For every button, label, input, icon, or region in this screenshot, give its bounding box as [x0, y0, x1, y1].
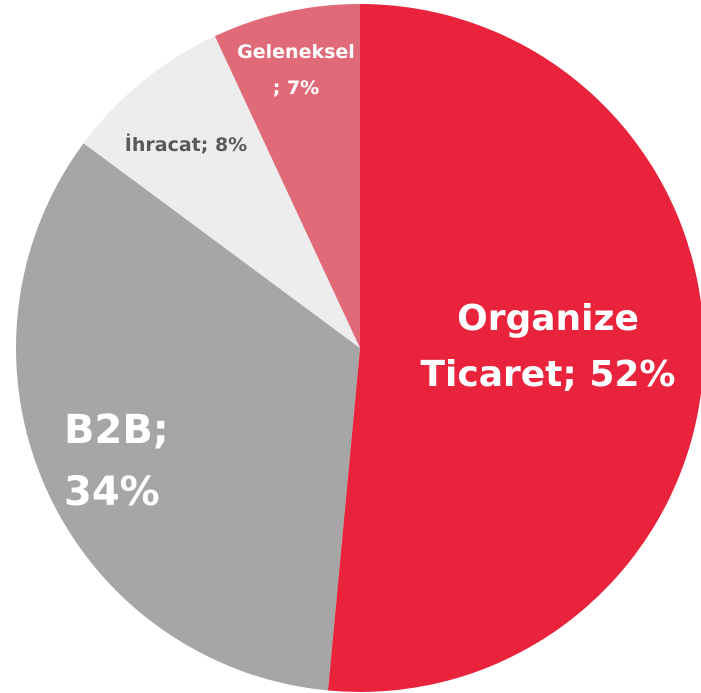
data-label-line: Organize	[457, 298, 639, 339]
pie-slice	[16, 143, 361, 691]
data-label: B2B; 34%	[64, 407, 169, 515]
pie-slice	[327, 4, 701, 692]
pie-slice	[83, 36, 360, 349]
pie-slice	[214, 4, 360, 348]
data-label-line: B2B;	[64, 407, 169, 453]
data-label-line: Geleneksel	[237, 41, 355, 63]
data-label: Organize Ticaret; 52%	[420, 298, 675, 395]
data-label: İhracat; 8%	[125, 132, 247, 156]
data-label-line: İhracat; 8%	[125, 132, 247, 156]
data-label-line: 34%	[64, 469, 160, 515]
data-label: Geleneksel ; 7%	[237, 41, 355, 99]
data-label-line: ; 7%	[273, 77, 319, 99]
data-label-line: Ticaret; 52%	[420, 354, 675, 395]
